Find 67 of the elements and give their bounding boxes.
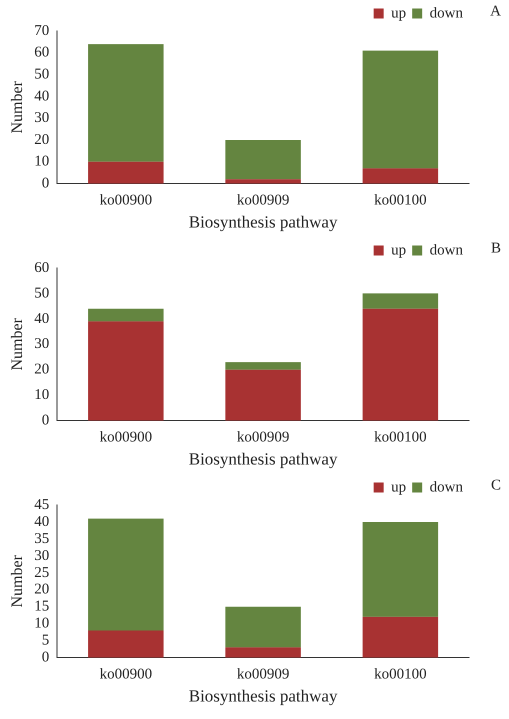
bar — [88, 44, 164, 162]
x-tick-label: ko00100 — [374, 192, 427, 209]
bar — [88, 162, 164, 184]
y-tick-label: 15 — [34, 598, 50, 615]
y-tick-label: 30 — [34, 548, 50, 564]
bar — [225, 362, 301, 370]
legend-label: up — [391, 479, 406, 496]
bar — [225, 370, 301, 421]
y-tick-label: 10 — [34, 154, 50, 170]
y-tick-label: 10 — [34, 387, 50, 404]
bar — [362, 616, 438, 658]
y-tick-label: 25 — [34, 564, 50, 581]
y-tick-label: 20 — [34, 132, 50, 148]
text: C — [490, 477, 501, 494]
x-axis-title: Biosynthesis pathway — [188, 212, 338, 232]
bar — [88, 630, 164, 658]
bar — [362, 308, 438, 421]
bar — [225, 647, 301, 658]
text: B — [490, 240, 501, 256]
bar — [362, 293, 438, 309]
y-tick-label: 35 — [34, 530, 50, 547]
y-axis-title: Number — [8, 80, 26, 134]
x-tick-label: ko00900 — [100, 192, 152, 209]
x-tick-label: ko00909 — [236, 430, 290, 446]
legend-label: up — [391, 242, 406, 258]
x-tick-label: ko00900 — [100, 430, 152, 446]
legend-label: up — [391, 5, 406, 22]
x-axis-title: Biosynthesis pathway — [188, 686, 338, 706]
y-tick-label: 30 — [34, 110, 50, 126]
y-tick-label: 40 — [34, 88, 50, 104]
y-tick-label: 0 — [42, 412, 50, 429]
bar — [362, 168, 438, 184]
bar — [225, 140, 301, 180]
y-tick-label: 20 — [34, 362, 50, 378]
y-axis-title: Number — [8, 554, 26, 608]
legend-label: down — [430, 242, 464, 258]
y-tick-label: 60 — [34, 260, 50, 276]
y-tick-label: 30 — [34, 336, 50, 352]
x-tick-label: ko00909 — [236, 666, 290, 683]
y-axis-title: Number — [8, 317, 26, 371]
bar — [362, 50, 438, 168]
y-tick-label: 60 — [34, 44, 50, 61]
bar — [225, 179, 301, 184]
text: A — [490, 3, 502, 20]
x-tick-label: ko00909 — [236, 192, 290, 209]
x-axis-title: Biosynthesis pathway — [188, 449, 338, 468]
bar — [88, 321, 164, 421]
bar — [88, 308, 164, 322]
y-tick-label: 40 — [34, 514, 50, 530]
bar — [362, 522, 438, 617]
bar — [88, 518, 164, 630]
x-tick-label: ko00100 — [374, 430, 427, 446]
y-tick-label: 45 — [34, 496, 50, 513]
y-tick-label: 20 — [34, 582, 50, 598]
y-tick-label: 50 — [34, 285, 50, 302]
legend-label: down — [430, 479, 464, 496]
y-tick-label: 5 — [42, 632, 50, 649]
y-tick-label: 50 — [34, 66, 50, 83]
bar — [225, 606, 301, 648]
y-tick-label: 0 — [42, 176, 50, 192]
legend-label: down — [430, 5, 464, 22]
y-tick-label: 40 — [34, 310, 50, 327]
x-tick-label: ko00900 — [100, 666, 152, 683]
y-tick-label: 0 — [42, 650, 50, 666]
x-tick-label: ko00100 — [374, 666, 427, 683]
y-tick-label: 70 — [34, 22, 50, 39]
y-tick-label: 10 — [34, 616, 50, 632]
